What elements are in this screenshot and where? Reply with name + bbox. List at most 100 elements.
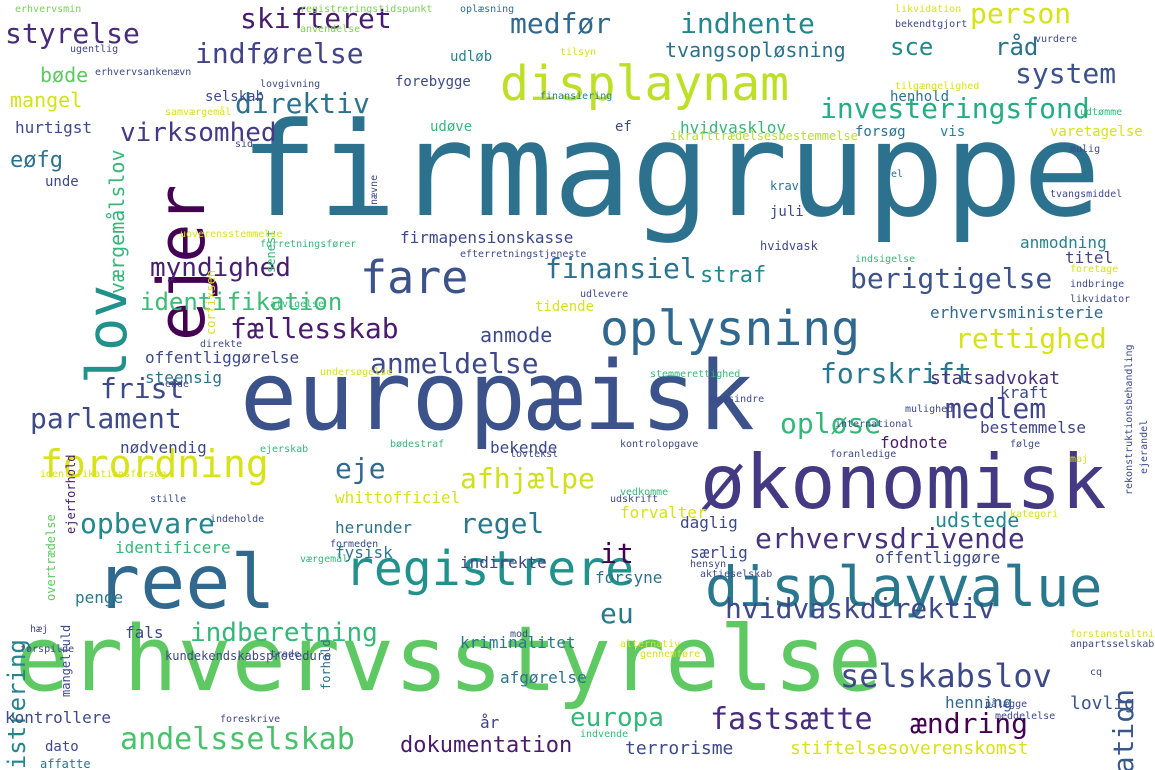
word: fare	[360, 251, 469, 304]
word: offentliggøre	[875, 548, 1001, 567]
word: erhvervsministerie	[930, 303, 1104, 322]
word: selskabslov	[840, 657, 1052, 695]
word: afgørelse	[500, 668, 587, 687]
word: parlament	[30, 402, 182, 435]
word: bøde	[40, 63, 89, 87]
word: foretage	[1070, 264, 1119, 275]
word: medlem	[945, 392, 1047, 425]
word: ef	[615, 119, 632, 135]
word: daglig	[680, 513, 738, 532]
word: vedkomme	[620, 487, 669, 498]
word: skifteret	[240, 2, 392, 35]
word: oplysning	[600, 301, 861, 357]
word: indberetning	[190, 618, 378, 648]
word: identificere	[115, 538, 231, 557]
word: efterretningstjeneste	[460, 249, 587, 260]
word: stille	[150, 494, 187, 505]
word: mod	[510, 629, 529, 640]
word: ikrafttrædelsesbestemmelse	[670, 129, 858, 143]
word: likvidator	[1070, 294, 1131, 305]
word: dokumentation	[400, 733, 573, 758]
word: anmeldelse	[370, 347, 539, 380]
word: uoverensstemmelse	[180, 229, 283, 240]
word: statsadvokat	[930, 368, 1061, 389]
word: ejerandel	[1139, 419, 1150, 474]
word: direktiv	[235, 87, 370, 120]
word: anpartsselskab	[1070, 639, 1155, 650]
word: erhvervsmin	[15, 4, 82, 15]
word: anmode	[480, 323, 553, 347]
word: tilsyn	[560, 47, 597, 58]
word: kontrolopgave	[620, 439, 699, 450]
word: lovlig	[1070, 693, 1136, 714]
word: styrelse	[5, 17, 140, 50]
word: indførelse	[195, 37, 364, 70]
word: lov	[75, 284, 139, 384]
word: hvidvask	[760, 239, 818, 253]
word: mulig	[1070, 144, 1101, 155]
word: overtrædelse	[44, 514, 58, 602]
word: indeholde	[210, 514, 265, 525]
word: trade	[270, 649, 301, 660]
word: råd	[995, 33, 1039, 61]
word: stiftelsesoverenskomst	[790, 738, 1029, 759]
word: firmapensionskasse	[400, 228, 574, 247]
word: indhente	[680, 7, 815, 40]
word: opløse	[780, 407, 882, 440]
word: anmodning	[1020, 233, 1107, 252]
word: bødestraf	[390, 439, 445, 450]
word: offentliggørelse	[145, 348, 300, 367]
word: udtømme	[1080, 107, 1123, 118]
word: pålægge	[985, 699, 1028, 710]
word: frist	[100, 372, 185, 405]
word: herunder	[335, 518, 413, 537]
word: kontrollere	[5, 708, 111, 727]
word: foranledige	[830, 449, 897, 460]
word: europæisk	[240, 342, 755, 452]
word: forretningsfører	[260, 239, 357, 250]
word: følge	[1010, 439, 1041, 450]
word: udøve	[430, 119, 473, 135]
word: person	[970, 0, 1072, 30]
word: regel	[460, 507, 545, 540]
word: varetagelse	[1050, 124, 1143, 140]
word: fællesskab	[230, 312, 399, 345]
word: displayvalue	[705, 555, 1103, 619]
word: maj	[1070, 454, 1089, 465]
word: medsindre	[710, 394, 765, 405]
word: afhjælpe	[460, 462, 595, 495]
word: forvalter	[620, 503, 707, 522]
word: ejerskab	[260, 444, 309, 455]
word: medfør	[510, 7, 612, 40]
word: reel	[95, 538, 276, 626]
word: identifikation	[140, 288, 343, 316]
word: forsyne	[595, 568, 663, 587]
word: ejerforhold	[64, 454, 78, 535]
word: hvidvaskdirektiv	[725, 592, 995, 625]
word: ugentlig	[70, 44, 119, 55]
word: whittofficiel	[335, 488, 461, 507]
word: nævne	[369, 174, 380, 205]
word: europa	[570, 703, 664, 733]
word: hvidvasklov	[680, 118, 786, 137]
word: udløb	[450, 49, 493, 65]
word: vis	[940, 124, 966, 140]
word: straf	[700, 263, 767, 288]
word: stemmerettighed	[650, 369, 741, 380]
word: henning	[945, 693, 1013, 712]
word: identifikationsforsøg	[40, 469, 167, 480]
word: eje	[335, 452, 386, 485]
word: fals	[125, 623, 164, 642]
word: henhold	[890, 89, 950, 105]
word: affatte	[40, 757, 91, 770]
word: oplæsning	[460, 4, 515, 15]
word: dato	[45, 739, 79, 755]
word: hensyn	[690, 559, 727, 570]
word: samværgemål	[165, 107, 232, 118]
word: direkte	[200, 339, 243, 350]
word: gennemføre	[640, 649, 701, 660]
word: investeringsfond	[820, 92, 1090, 125]
word: opbevare	[80, 507, 215, 540]
word: hurtigst	[15, 118, 93, 137]
